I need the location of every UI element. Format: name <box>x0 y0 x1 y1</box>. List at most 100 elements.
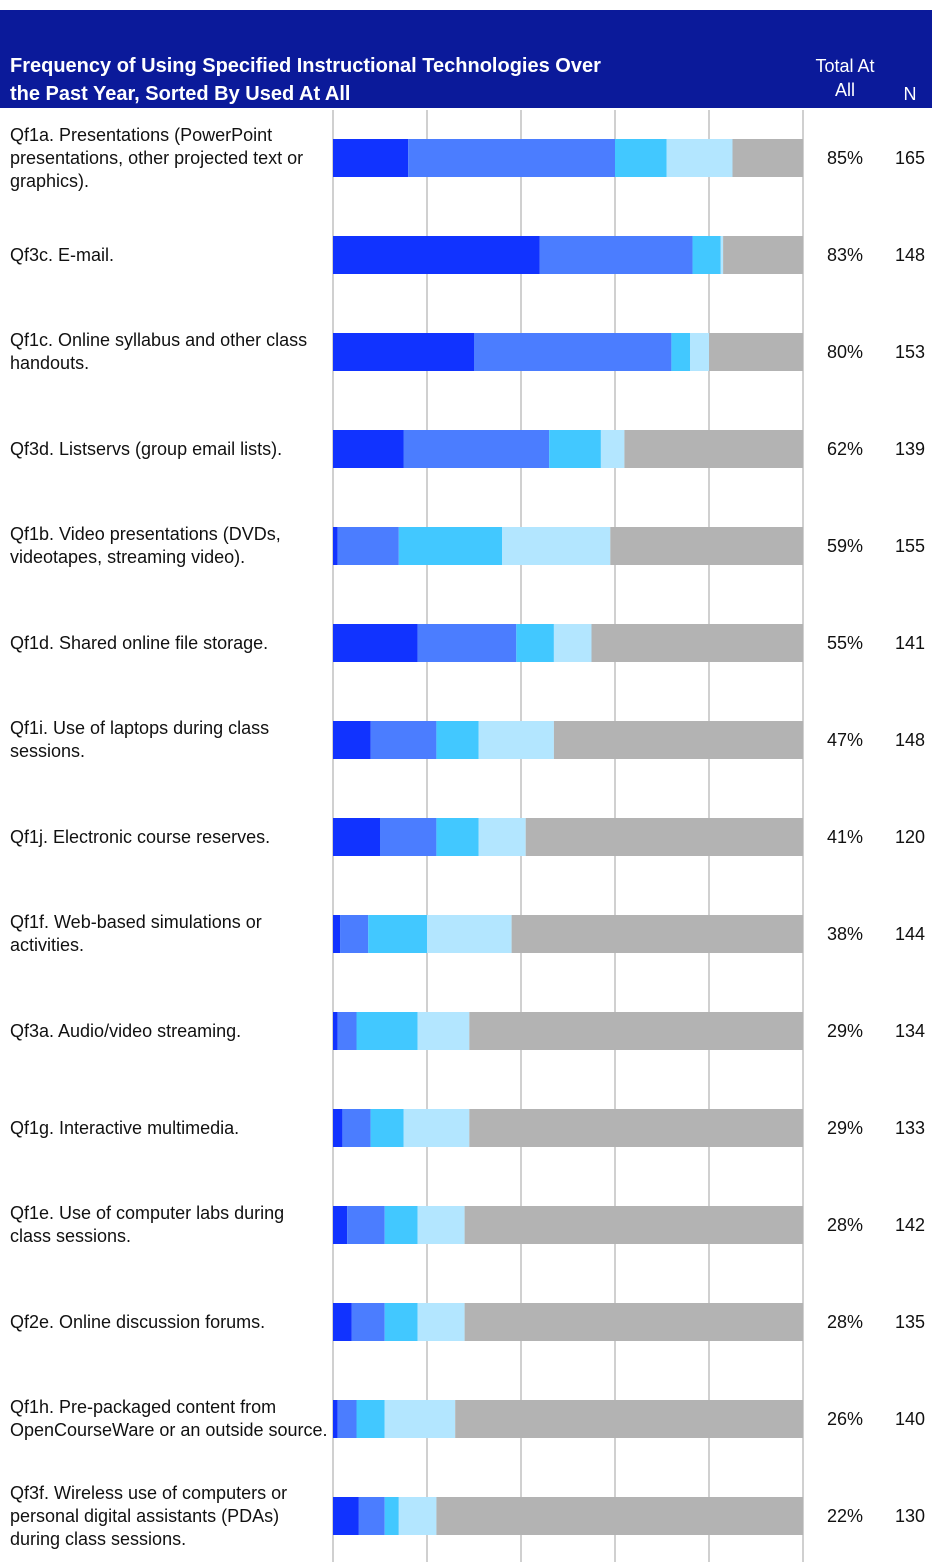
total-value: 85% <box>826 148 864 168</box>
bar-segment <box>333 1303 352 1341</box>
bar-segment <box>398 1497 437 1535</box>
total-value: 28% <box>826 1215 864 1235</box>
bar-segment <box>358 1497 385 1535</box>
bar-segment <box>333 1400 338 1438</box>
bar-segment <box>455 1400 803 1438</box>
bar-segment <box>368 915 427 953</box>
bar-segment <box>333 1206 348 1244</box>
bar-segment <box>351 1303 385 1341</box>
row-label: Qf1f. Web-based simulations or activitie… <box>10 912 262 955</box>
bar-segment <box>384 1497 399 1535</box>
n-value: 148 <box>894 245 926 265</box>
header-band <box>0 10 932 108</box>
bar-segment <box>436 721 479 759</box>
bar-segment <box>464 1303 803 1341</box>
bar-segment <box>337 1012 357 1050</box>
row-label: Qf1i. Use of laptops during class sessio… <box>10 718 270 761</box>
bar-segment <box>384 1400 456 1438</box>
bar-segment <box>333 721 371 759</box>
total-value: 41% <box>826 827 864 847</box>
bar-segment <box>511 915 803 953</box>
n-value: 165 <box>894 148 926 168</box>
n-header: N <box>903 84 917 104</box>
bar-segment <box>723 236 803 274</box>
row-label: Qf1c. Online syllabus and other class ha… <box>10 330 308 373</box>
row-label: Qf1e. Use of computer labs during class … <box>10 1203 285 1246</box>
total-value: 28% <box>826 1312 864 1332</box>
bar-segment <box>333 333 474 371</box>
bar-segment <box>553 624 592 662</box>
bar-segment <box>610 527 803 565</box>
bar-segment <box>417 1303 465 1341</box>
n-value: 133 <box>894 1118 926 1138</box>
total-value: 55% <box>826 633 864 653</box>
n-value: 141 <box>894 633 926 653</box>
bar-segment <box>600 430 625 468</box>
bar-segment <box>474 333 672 371</box>
n-value: 140 <box>894 1409 926 1429</box>
bar-segment <box>464 1206 803 1244</box>
total-value: 29% <box>826 1021 864 1041</box>
bar-segment <box>333 1012 338 1050</box>
bar-segment <box>370 721 437 759</box>
bar-segment <box>417 624 517 662</box>
total-value: 83% <box>826 245 864 265</box>
bar-segment <box>333 915 341 953</box>
bar-segment <box>720 236 724 274</box>
n-value: 139 <box>894 439 926 459</box>
row-label: Qf1b. Video presentations (DVDs, videota… <box>10 524 281 567</box>
bar-segment <box>478 721 554 759</box>
bar-segment <box>478 818 526 856</box>
bar-segment <box>732 139 803 177</box>
total-value: 80% <box>826 342 864 362</box>
total-value: 47% <box>826 730 864 750</box>
row-label: Qf3a. Audio/video streaming. <box>10 1020 242 1041</box>
bar-segment <box>671 333 691 371</box>
total-value: 59% <box>826 536 864 556</box>
bar-segment <box>539 236 693 274</box>
bar-segment <box>333 1109 343 1147</box>
row-label: Qf1d. Shared online file storage. <box>10 632 269 653</box>
bar-segment <box>624 430 803 468</box>
bar-segment <box>690 333 709 371</box>
bar-segment <box>333 430 404 468</box>
row-label: Qf1g. Interactive multimedia. <box>10 1117 240 1138</box>
bar-segment <box>333 236 540 274</box>
bar-segment <box>417 1206 465 1244</box>
bar-segment <box>417 1012 470 1050</box>
bar-segment <box>525 818 803 856</box>
row-label: Qf3d. Listservs (group email lists). <box>10 438 283 459</box>
n-value: 130 <box>894 1506 926 1526</box>
bar-segment <box>333 818 380 856</box>
bar-segment <box>333 139 409 177</box>
total-value: 62% <box>826 439 864 459</box>
bar-segment <box>356 1400 385 1438</box>
bar-segment <box>384 1303 418 1341</box>
chart-title: Frequency of Using Specified Instruction… <box>10 55 601 105</box>
bar-segment <box>591 624 803 662</box>
bar-segment <box>666 139 733 177</box>
total-value: 22% <box>826 1506 864 1526</box>
bar-segment <box>403 430 550 468</box>
bar-segment <box>408 139 615 177</box>
bar-segment <box>398 527 503 565</box>
bar-segment <box>692 236 721 274</box>
bar-segment <box>427 915 512 953</box>
row-label: Qf2e. Online discussion forums. <box>10 1311 266 1332</box>
bar-segment <box>502 527 611 565</box>
n-value: 148 <box>894 730 926 750</box>
bar-segment <box>380 818 437 856</box>
bar-segment <box>436 818 479 856</box>
bar-segment <box>516 624 554 662</box>
bar-segment <box>403 1109 470 1147</box>
n-value: 144 <box>894 924 926 944</box>
total-value: 26% <box>826 1409 864 1429</box>
total-header: Total At All <box>815 56 875 100</box>
bar-segment <box>384 1206 418 1244</box>
bar-segment <box>549 430 601 468</box>
bar-segment <box>709 333 803 371</box>
bar-segment <box>370 1109 404 1147</box>
n-value: 155 <box>894 536 926 556</box>
